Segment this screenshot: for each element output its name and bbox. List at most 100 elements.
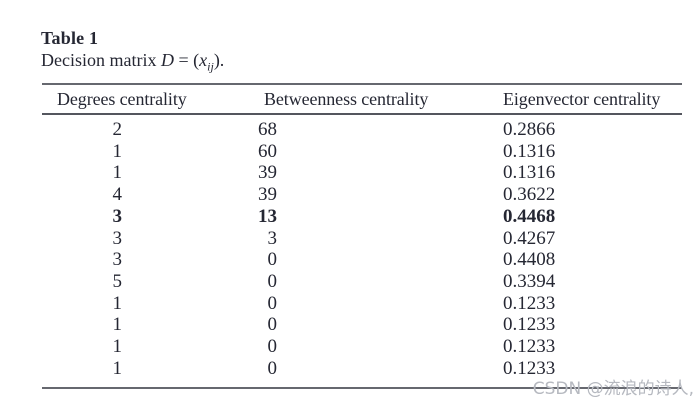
cell-degrees: 4 xyxy=(42,184,252,206)
caption-math-variable-d: D xyxy=(160,50,174,70)
table-caption-title: Table 1 xyxy=(41,28,99,48)
cell-betweenness: 39 xyxy=(252,184,502,206)
cell-value: 0 xyxy=(267,336,278,358)
cell-value: 3 xyxy=(267,227,278,249)
cell-betweenness: 3 xyxy=(252,228,502,250)
table-row: 1 0 0.1233 xyxy=(42,293,682,315)
table-row: 3 0 0.4408 xyxy=(42,249,682,271)
cell-degrees: 1 xyxy=(42,162,252,184)
cell-value: 5 xyxy=(112,270,123,292)
cell-degrees: 1 xyxy=(42,314,252,336)
cell-betweenness: 13 xyxy=(252,206,502,228)
cell-value: 0.4267 xyxy=(503,227,556,249)
table-row: 5 0 0.3394 xyxy=(42,271,682,293)
cell-value: 1 xyxy=(112,336,123,358)
cell-value: 0 xyxy=(267,357,278,379)
table-row: 3 3 0.4267 xyxy=(42,228,682,250)
cell-eigenvector: 0.1316 xyxy=(502,141,682,163)
cell-value: 2 xyxy=(112,119,123,140)
csdn-watermark: CSDN @流浪的诗人, xyxy=(532,379,694,399)
decision-matrix-table: Degrees centrality Betweenness centralit… xyxy=(42,83,682,390)
cell-eigenvector: 0.2866 xyxy=(502,119,682,141)
cell-value: 39 xyxy=(258,184,277,206)
table-row: 1 0 0.1233 xyxy=(42,336,682,358)
table-caption: Table 1 Decision matrix D = (xij). xyxy=(41,27,225,74)
cell-eigenvector: 0.1233 xyxy=(502,336,682,358)
cell-value: 0 xyxy=(267,314,278,336)
table-row: 1 39 0.1316 xyxy=(42,162,682,184)
cell-value: 0.1316 xyxy=(503,140,556,162)
table-header-rule xyxy=(42,113,682,115)
cell-value: 1 xyxy=(112,140,123,162)
cell-eigenvector: 0.4408 xyxy=(502,249,682,271)
column-header-betweenness-centrality: Betweenness centrality xyxy=(264,88,429,109)
cell-degrees: 1 xyxy=(42,141,252,163)
cell-value: 3 xyxy=(112,227,123,249)
cell-eigenvector: 0.1233 xyxy=(502,293,682,315)
cell-value: 0.1233 xyxy=(503,292,556,314)
cell-value: 60 xyxy=(258,140,277,162)
table-body: 2 68 0.2866 1 60 0.1316 1 39 0.1316 4 39 0.3622 3 13 0… xyxy=(42,115,682,387)
cell-eigenvector: 0.4267 xyxy=(502,228,682,250)
cell-value: 4 xyxy=(112,184,123,206)
cell-betweenness: 0 xyxy=(252,249,502,271)
cell-value: 39 xyxy=(258,162,277,184)
cell-degrees: 1 xyxy=(42,293,252,315)
table-row: 4 39 0.3622 xyxy=(42,184,682,206)
column-header-degrees-centrality: Degrees centrality xyxy=(57,88,187,109)
cell-eigenvector: 0.3394 xyxy=(502,271,682,293)
table-caption-description: Decision matrix D = (xij). xyxy=(41,49,225,74)
cell-value: 1 xyxy=(112,162,123,184)
table-row: 1 0 0.1233 xyxy=(42,358,682,380)
cell-value: 0 xyxy=(267,270,278,292)
cell-value: 0 xyxy=(267,249,278,271)
cell-betweenness: 39 xyxy=(252,162,502,184)
cell-value: 68 xyxy=(258,119,277,140)
cell-value: 0.4468 xyxy=(503,205,556,227)
caption-math-suffix: ). xyxy=(213,50,225,70)
cell-betweenness: 0 xyxy=(252,314,502,336)
cell-betweenness: 0 xyxy=(252,336,502,358)
cell-value: 1 xyxy=(112,357,123,379)
cell-degrees: 1 xyxy=(42,358,252,380)
cell-value: 0.2866 xyxy=(503,119,556,140)
cell-value: 0.1316 xyxy=(503,162,556,184)
caption-math-variable-x: x xyxy=(199,50,208,70)
cell-eigenvector: 0.1233 xyxy=(502,358,682,380)
cell-degrees: 1 xyxy=(42,336,252,358)
cell-betweenness: 0 xyxy=(252,358,502,380)
cell-eigenvector: 0.1316 xyxy=(502,162,682,184)
cell-value: 3 xyxy=(112,249,123,271)
cell-eigenvector: 0.4468 xyxy=(502,206,682,228)
cell-betweenness: 60 xyxy=(252,141,502,163)
caption-math-subscript: ij xyxy=(207,59,214,74)
cell-degrees: 2 xyxy=(42,119,252,141)
column-header-eigenvector-centrality: Eigenvector centrality xyxy=(503,88,661,109)
cell-value: 0.1233 xyxy=(503,357,556,379)
cell-degrees: 3 xyxy=(42,206,252,228)
table-row: 3 13 0.4468 xyxy=(42,206,682,228)
cell-betweenness: 0 xyxy=(252,293,502,315)
table-row: 2 68 0.2866 xyxy=(42,119,682,141)
table-top-rule xyxy=(42,83,682,85)
cell-value: 1 xyxy=(112,314,123,336)
cell-betweenness: 68 xyxy=(252,119,502,141)
cell-value: 0 xyxy=(267,292,278,314)
cell-eigenvector: 0.3622 xyxy=(502,184,682,206)
table-header-row: Degrees centrality Betweenness centralit… xyxy=(42,85,682,113)
cell-value: 0.1233 xyxy=(503,314,556,336)
cell-betweenness: 0 xyxy=(252,271,502,293)
table-bottom-rule xyxy=(42,387,682,390)
caption-text-prefix: Decision matrix xyxy=(41,50,161,70)
cell-degrees: 3 xyxy=(42,249,252,271)
caption-math-equals: = ( xyxy=(173,50,200,70)
cell-value: 0.4408 xyxy=(503,249,556,271)
cell-value: 3 xyxy=(112,205,123,227)
cell-value: 0.3394 xyxy=(503,270,556,292)
cell-value: 0.1233 xyxy=(503,336,556,358)
cell-value: 0.3622 xyxy=(503,184,556,206)
cell-value: 13 xyxy=(258,205,277,227)
cell-degrees: 3 xyxy=(42,228,252,250)
cell-degrees: 5 xyxy=(42,271,252,293)
cell-eigenvector: 0.1233 xyxy=(502,314,682,336)
